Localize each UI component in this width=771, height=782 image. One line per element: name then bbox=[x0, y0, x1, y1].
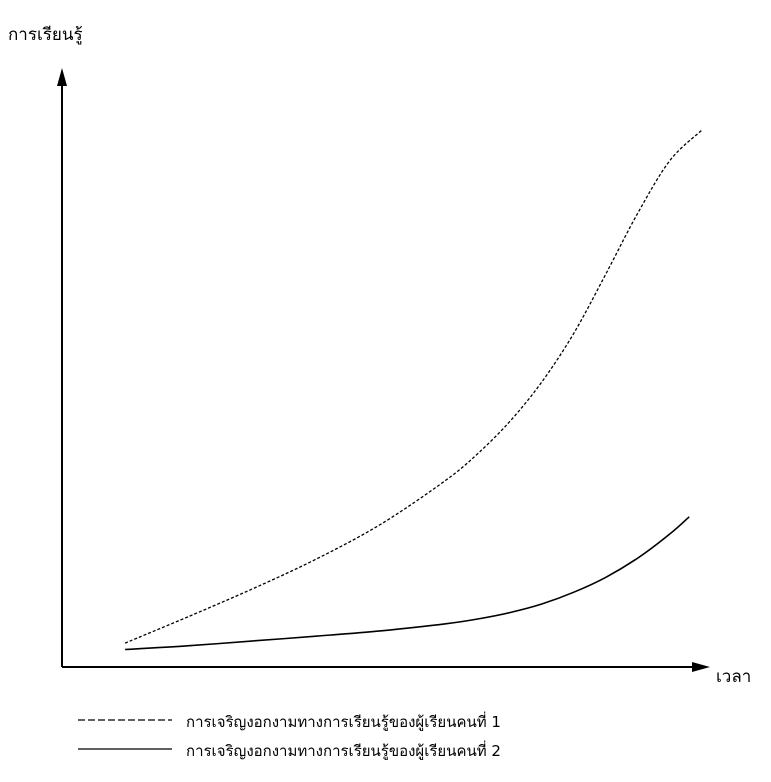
legend-label-1: การเจริญงอกงามทางการเรียนรู้ของผู้เรียนค… bbox=[186, 711, 501, 731]
x-axis-label: เวลา bbox=[716, 667, 751, 687]
y-axis-label: การเรียนรู้ bbox=[8, 25, 83, 45]
series-line-2 bbox=[125, 516, 690, 651]
series-layer bbox=[124, 129, 703, 651]
legend: การเจริญงอกงามทางการเรียนรู้ของผู้เรียนค… bbox=[78, 711, 501, 760]
axes bbox=[57, 68, 710, 672]
x-axis-arrowhead bbox=[692, 662, 710, 672]
legend-label-2: การเจริญงอกงามทางการเรียนรู้ของผู้เรียนค… bbox=[186, 740, 501, 760]
y-axis-arrowhead bbox=[57, 68, 67, 86]
series-line-1 bbox=[124, 129, 703, 644]
